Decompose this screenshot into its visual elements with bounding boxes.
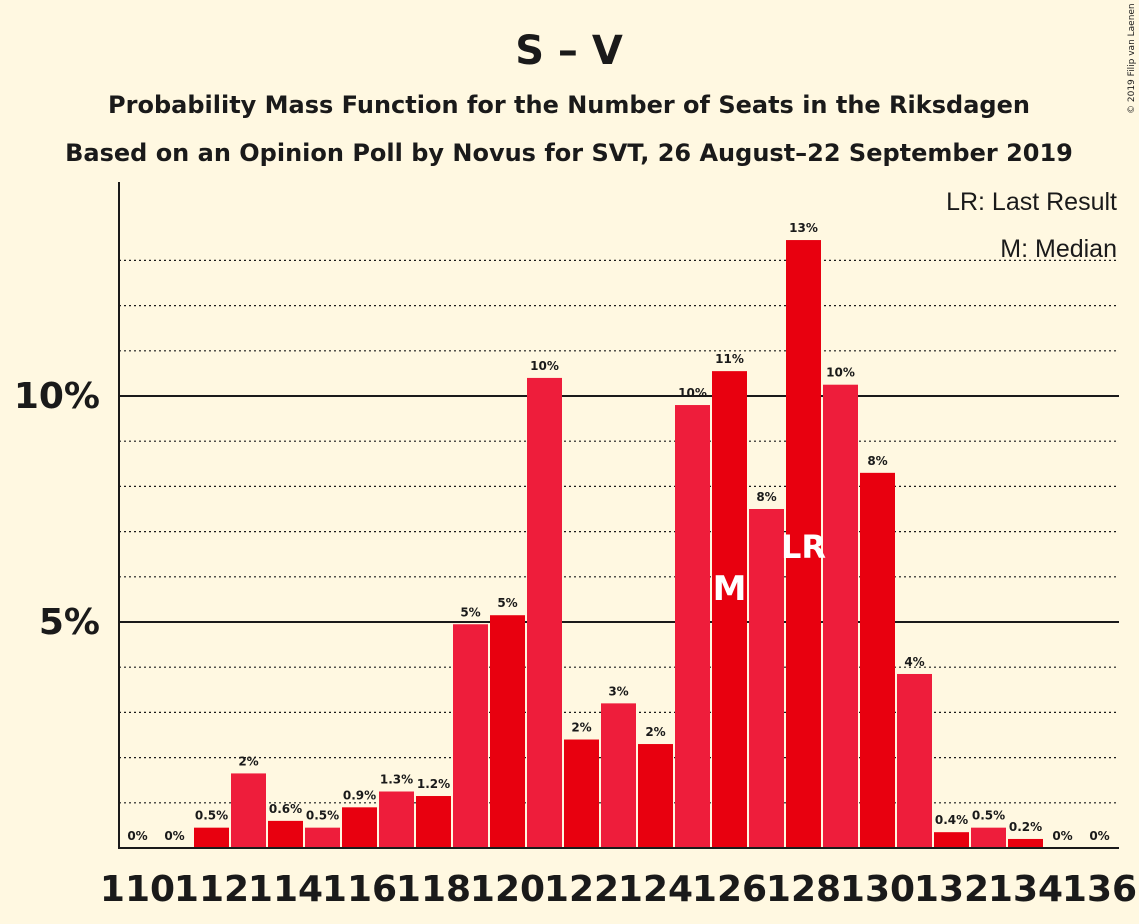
bar <box>342 807 377 848</box>
data-label: 0% <box>1052 829 1072 843</box>
data-label: 0.9% <box>343 788 376 802</box>
data-label: 0% <box>164 829 184 843</box>
data-labels: 0% 0% 0.5% 2% 0.6% 0.5% 0.9% 1.3% 1.2% 5% 5% 10% 2% 3… <box>127 221 1109 843</box>
grid: 5% 10% <box>14 259 1119 804</box>
data-label: 1.3% <box>380 773 413 787</box>
bar <box>897 673 932 848</box>
bar <box>638 744 673 848</box>
x-tick-label: 114 <box>248 869 323 910</box>
data-label: 1.2% <box>417 777 450 791</box>
bar <box>1008 838 1043 848</box>
y-tick-label: 5% <box>39 602 100 643</box>
x-tick-label: 136 <box>1062 869 1137 910</box>
bar <box>268 820 303 848</box>
bar <box>749 509 784 848</box>
x-tick-label: 134 <box>988 869 1063 910</box>
axis-ticks: 1101121141161181201221241261281301321341… <box>100 869 1137 910</box>
data-label: 0.6% <box>269 802 302 816</box>
bar <box>934 832 969 848</box>
x-tick-label: 110 <box>100 869 175 910</box>
data-label: 4% <box>904 655 924 669</box>
bar <box>823 384 858 848</box>
data-label: 0.5% <box>195 809 228 823</box>
data-label: 0.2% <box>1009 820 1042 834</box>
data-label: 3% <box>608 684 628 698</box>
bar <box>194 827 229 848</box>
data-label: 5% <box>497 596 517 610</box>
data-label: 2% <box>571 721 591 735</box>
data-label: 0% <box>127 829 147 843</box>
data-label: 2% <box>645 725 665 739</box>
chart-subtitle-2: Based on an Opinion Poll by Novus for SV… <box>65 139 1073 167</box>
bar <box>564 739 599 848</box>
bar <box>416 796 451 848</box>
data-label: 0.4% <box>935 813 968 827</box>
data-label: 10% <box>530 359 559 373</box>
legend-median: M: Median <box>1000 235 1117 263</box>
x-tick-label: 126 <box>692 869 767 910</box>
bar <box>305 827 340 848</box>
copyright-text: © 2019 Filip van Laenen <box>1127 3 1137 114</box>
bar <box>490 615 525 848</box>
x-tick-label: 128 <box>766 869 841 910</box>
bar <box>527 377 562 848</box>
x-tick-label: 130 <box>840 869 915 910</box>
bar <box>712 371 747 848</box>
x-tick-label: 122 <box>544 869 619 910</box>
data-label: 8% <box>867 454 887 468</box>
legend-last-result: LR: Last Result <box>946 188 1117 216</box>
data-label: 0.5% <box>306 809 339 823</box>
x-tick-label: 118 <box>396 869 471 910</box>
bar <box>453 624 488 848</box>
data-label: 8% <box>756 490 776 504</box>
bar <box>860 472 895 848</box>
x-tick-label: 120 <box>470 869 545 910</box>
bar <box>379 791 414 848</box>
x-tick-label: 132 <box>914 869 989 910</box>
data-label: 2% <box>238 754 258 768</box>
x-tick-label: 112 <box>174 869 249 910</box>
data-label: 13% <box>789 221 818 235</box>
bar <box>971 827 1006 848</box>
chart-title: S – V <box>515 28 623 74</box>
data-label: 11% <box>715 352 744 366</box>
data-label: 10% <box>826 366 855 380</box>
bar <box>675 405 710 848</box>
x-tick-label: 124 <box>618 869 693 910</box>
last-result-marker: LR <box>781 528 826 566</box>
bars <box>194 240 1043 848</box>
bar <box>601 703 636 848</box>
y-tick-label: 10% <box>14 376 100 417</box>
bar <box>231 773 266 848</box>
bar <box>786 240 821 848</box>
data-label: 0.5% <box>972 809 1005 823</box>
chart-subtitle: Probability Mass Function for the Number… <box>108 91 1030 119</box>
data-label: 10% <box>678 386 707 400</box>
data-label: 5% <box>460 605 480 619</box>
data-label: 0% <box>1089 829 1109 843</box>
x-tick-label: 116 <box>322 869 397 910</box>
median-marker: M <box>713 569 747 609</box>
